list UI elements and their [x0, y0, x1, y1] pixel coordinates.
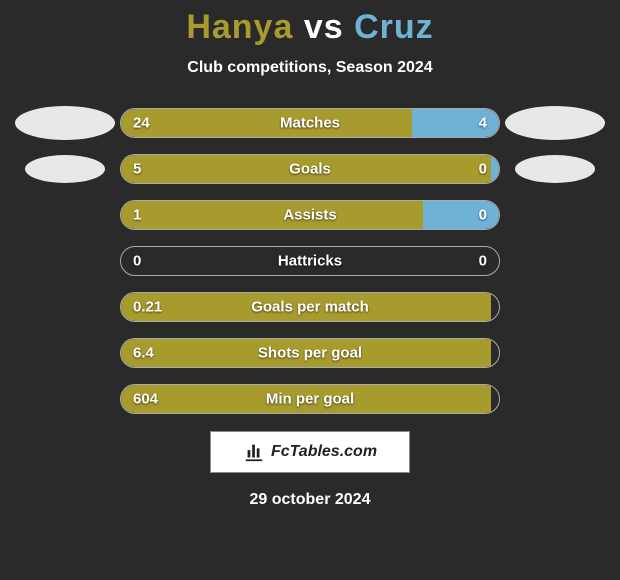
stat-left-value: 24: [133, 115, 150, 132]
stat-left-value: 1: [133, 207, 141, 224]
stat-label: Hattricks: [278, 253, 342, 270]
page-title: Hanya vs Cruz: [0, 0, 620, 47]
player2-avatar: [515, 155, 595, 183]
bar-fill-left: [121, 109, 412, 137]
stat-left-value: 0.21: [133, 299, 162, 316]
avatar-slot-left: [10, 155, 120, 183]
stat-label: Matches: [280, 115, 340, 132]
comparison-chart: 24 4 Matches 5 0 Goals 1 0 Assists 0 0 Hattricks 0.2…: [0, 107, 620, 415]
chart-icon: [243, 441, 265, 463]
stat-left-value: 0: [133, 253, 141, 270]
stat-label: Assists: [283, 207, 336, 224]
stat-left-value: 6.4: [133, 345, 154, 362]
stat-right-value: 4: [479, 115, 487, 132]
stat-row: 604 Min per goal: [10, 383, 610, 415]
brand-text: FcTables.com: [271, 443, 377, 461]
brand-badge[interactable]: FcTables.com: [210, 431, 410, 473]
subtitle: Club competitions, Season 2024: [0, 59, 620, 77]
stat-bar: 6.4 Shots per goal: [120, 338, 500, 368]
date-text: 29 october 2024: [0, 491, 620, 509]
stat-right-value: 0: [479, 207, 487, 224]
stat-right-value: 0: [479, 253, 487, 270]
title-player2: Cruz: [354, 8, 434, 46]
stat-row: 0.21 Goals per match: [10, 291, 610, 323]
player1-avatar: [25, 155, 105, 183]
stat-row: 0 0 Hattricks: [10, 245, 610, 277]
stat-row: 6.4 Shots per goal: [10, 337, 610, 369]
stat-label: Goals per match: [251, 299, 369, 316]
stat-row: 24 4 Matches: [10, 107, 610, 139]
stat-label: Goals: [289, 161, 331, 178]
stat-right-value: 0: [479, 161, 487, 178]
bar-fill-left: [121, 201, 423, 229]
avatar-slot-left: [10, 106, 120, 140]
stat-bar: 0.21 Goals per match: [120, 292, 500, 322]
stat-row: 5 0 Goals: [10, 153, 610, 185]
stat-bar: 0 0 Hattricks: [120, 246, 500, 276]
avatar-slot-right: [500, 155, 610, 183]
title-vs: vs: [304, 8, 344, 46]
bar-fill-right: [491, 155, 499, 183]
stat-left-value: 5: [133, 161, 141, 178]
stat-bar: 5 0 Goals: [120, 154, 500, 184]
stat-bar: 24 4 Matches: [120, 108, 500, 138]
stat-label: Min per goal: [266, 391, 354, 408]
stat-bar: 1 0 Assists: [120, 200, 500, 230]
player1-avatar: [15, 106, 115, 140]
bar-fill-right: [423, 201, 499, 229]
stat-left-value: 604: [133, 391, 158, 408]
avatar-slot-right: [500, 106, 610, 140]
stat-row: 1 0 Assists: [10, 199, 610, 231]
player2-avatar: [505, 106, 605, 140]
stat-label: Shots per goal: [258, 345, 362, 362]
title-player1: Hanya: [186, 8, 293, 46]
stat-bar: 604 Min per goal: [120, 384, 500, 414]
